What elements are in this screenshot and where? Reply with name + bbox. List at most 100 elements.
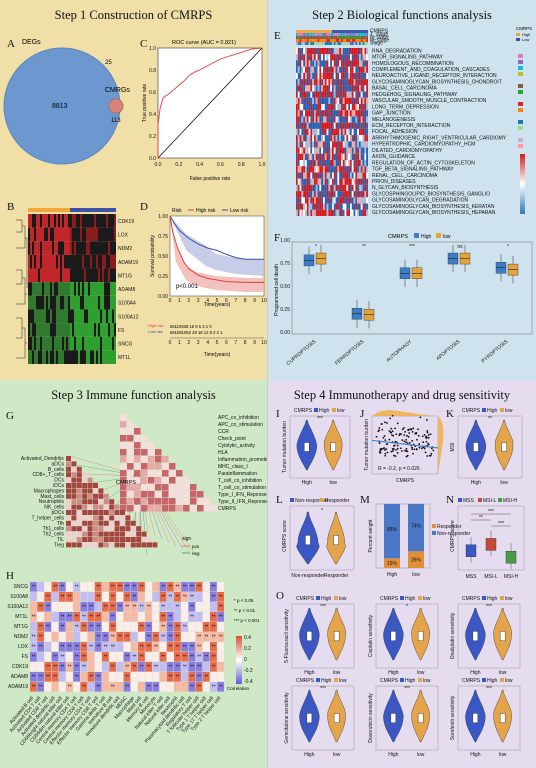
step4-panels: CMRPS High low***Tumor mutation burdenHigh… bbox=[282, 408, 525, 758]
j-point bbox=[418, 446, 421, 449]
h-sig-star: ** bbox=[161, 605, 165, 611]
h-sig-star: ** bbox=[96, 675, 100, 681]
h-sig-star: ** bbox=[68, 645, 72, 651]
j-point bbox=[384, 439, 387, 442]
h-sig-star: ** bbox=[75, 645, 79, 651]
n-box bbox=[505, 550, 517, 564]
j-point bbox=[429, 433, 432, 435]
n-sig: ** bbox=[479, 515, 483, 521]
roc-xtick: 0.0 bbox=[155, 162, 162, 168]
j-point bbox=[417, 428, 419, 431]
e-annot-label: T_stage bbox=[370, 32, 388, 38]
roc-ytick: 0.2 bbox=[149, 134, 156, 140]
km-pvalue: p<0.001 bbox=[176, 284, 199, 290]
h-legend-tick: 0.2 bbox=[244, 646, 251, 652]
n-legend-item: MSI-L bbox=[483, 498, 497, 504]
h-sig-star: ** bbox=[82, 685, 86, 691]
h-sig-star: ** bbox=[75, 675, 79, 681]
j-point bbox=[378, 451, 381, 454]
h-sig-star: ** bbox=[212, 655, 216, 661]
g-function-label: HLA bbox=[218, 450, 228, 456]
s4-xcat: High bbox=[470, 752, 481, 758]
e-pathway-label: RENAL_CELL_CARCINOMA bbox=[372, 173, 438, 179]
h-sig-star: ** bbox=[190, 665, 194, 671]
e-pathway-label: HOMOLOGOUS_RECOMBINATION bbox=[372, 61, 454, 67]
f-legend-high: High bbox=[421, 234, 432, 240]
s4-sig: ** bbox=[488, 416, 492, 422]
km-high-risk-curve bbox=[169, 215, 264, 283]
h-sig-star: ** bbox=[118, 605, 122, 611]
h-sig-star: ** bbox=[176, 585, 180, 591]
risk-table-low-label: Low risk bbox=[148, 329, 163, 334]
g-function-label: CCR bbox=[218, 429, 229, 435]
g-function-label: MHC_class_I bbox=[218, 464, 248, 470]
km-ytick: 0.75 bbox=[158, 234, 168, 240]
km-xtick: 8 bbox=[244, 298, 247, 304]
panel-j-letter: J bbox=[360, 408, 365, 420]
j-point bbox=[384, 449, 386, 451]
h-sig-star: ** bbox=[140, 605, 144, 611]
m-pct: 15% bbox=[387, 561, 398, 567]
h-sig-star: ** bbox=[140, 625, 144, 631]
s4-legend-title: CMRPS bbox=[462, 678, 481, 684]
j-point bbox=[382, 447, 385, 450]
h-sig-star: ** bbox=[60, 615, 64, 621]
j-point bbox=[415, 431, 418, 434]
j-point bbox=[406, 454, 409, 457]
j-point bbox=[390, 427, 393, 430]
h-sig-star: ** bbox=[111, 685, 115, 691]
km-legend-high: High risk bbox=[196, 208, 216, 214]
h-gene-label: NDM2 bbox=[14, 634, 28, 640]
s4-xcat: low bbox=[333, 670, 341, 676]
j-point bbox=[389, 417, 391, 420]
j-point bbox=[406, 450, 409, 453]
g-legend-neg: neg bbox=[192, 551, 200, 556]
s4-legend-item: High bbox=[405, 678, 416, 684]
e-pathway-label: COMPLEMENT_AND_COAGULATION_CASCADES bbox=[372, 67, 490, 73]
h-sig-star: ** bbox=[204, 635, 208, 641]
h-sig-star: ** bbox=[111, 615, 115, 621]
m-xcat: low bbox=[412, 572, 420, 578]
j-point bbox=[408, 432, 411, 434]
g-function-label: Type_I_IFN_Reponse bbox=[218, 492, 267, 498]
e-pathway-label: GLYCOSAMINOGLYCAN_DEGRADATION bbox=[372, 198, 469, 204]
g-cell-label: Treg bbox=[54, 542, 64, 548]
s4-ylabel: Cisplatin sensitivity bbox=[368, 614, 374, 657]
h-sig-star: ** bbox=[183, 645, 187, 651]
f-ytick: 0.25 bbox=[280, 307, 290, 313]
s4-ylabel: Gemcitabine sensitivity bbox=[284, 692, 290, 744]
panel-k-letter: K bbox=[446, 408, 454, 420]
m-bar-nonresponder bbox=[408, 504, 424, 552]
s4-legend-title: CMRPS bbox=[462, 408, 481, 414]
h-sig-star: ** bbox=[32, 655, 36, 661]
j-point bbox=[391, 434, 393, 436]
g-cell-label: Neutrophils bbox=[39, 499, 65, 505]
h-sig-star: ** bbox=[75, 655, 79, 661]
h-sig-star: ** bbox=[147, 625, 151, 631]
km-ytick: 0.25 bbox=[158, 274, 168, 280]
j-point bbox=[406, 434, 408, 437]
roc-xtick: 0.8 bbox=[238, 162, 245, 168]
h-sig-star: ** bbox=[154, 645, 158, 651]
h-sig-star: ** bbox=[111, 635, 115, 641]
j-point bbox=[399, 432, 401, 435]
j-point bbox=[396, 452, 399, 454]
s4-xcat: low bbox=[499, 752, 507, 758]
panel-d-letter: D bbox=[140, 201, 148, 213]
risk-table-xtick: 0 bbox=[169, 340, 172, 346]
h-sig-star: ** bbox=[53, 665, 57, 671]
h-sig-star: ** bbox=[53, 655, 57, 661]
j-point bbox=[380, 423, 383, 425]
j-point bbox=[401, 439, 404, 442]
j-point bbox=[427, 443, 430, 446]
h-sig-star: ** bbox=[39, 625, 43, 631]
h-sig-star: ** bbox=[53, 585, 57, 591]
j-point bbox=[406, 442, 409, 445]
s4-sig: *** bbox=[317, 416, 323, 422]
s4-xcat: High bbox=[304, 752, 315, 758]
g-cell-label: Th1_cells bbox=[43, 526, 65, 532]
h-sig-star: ** bbox=[212, 665, 216, 671]
f-sig: * bbox=[507, 244, 509, 250]
h-sig-star: ** bbox=[68, 665, 72, 671]
h-sig-star: ** bbox=[190, 605, 194, 611]
